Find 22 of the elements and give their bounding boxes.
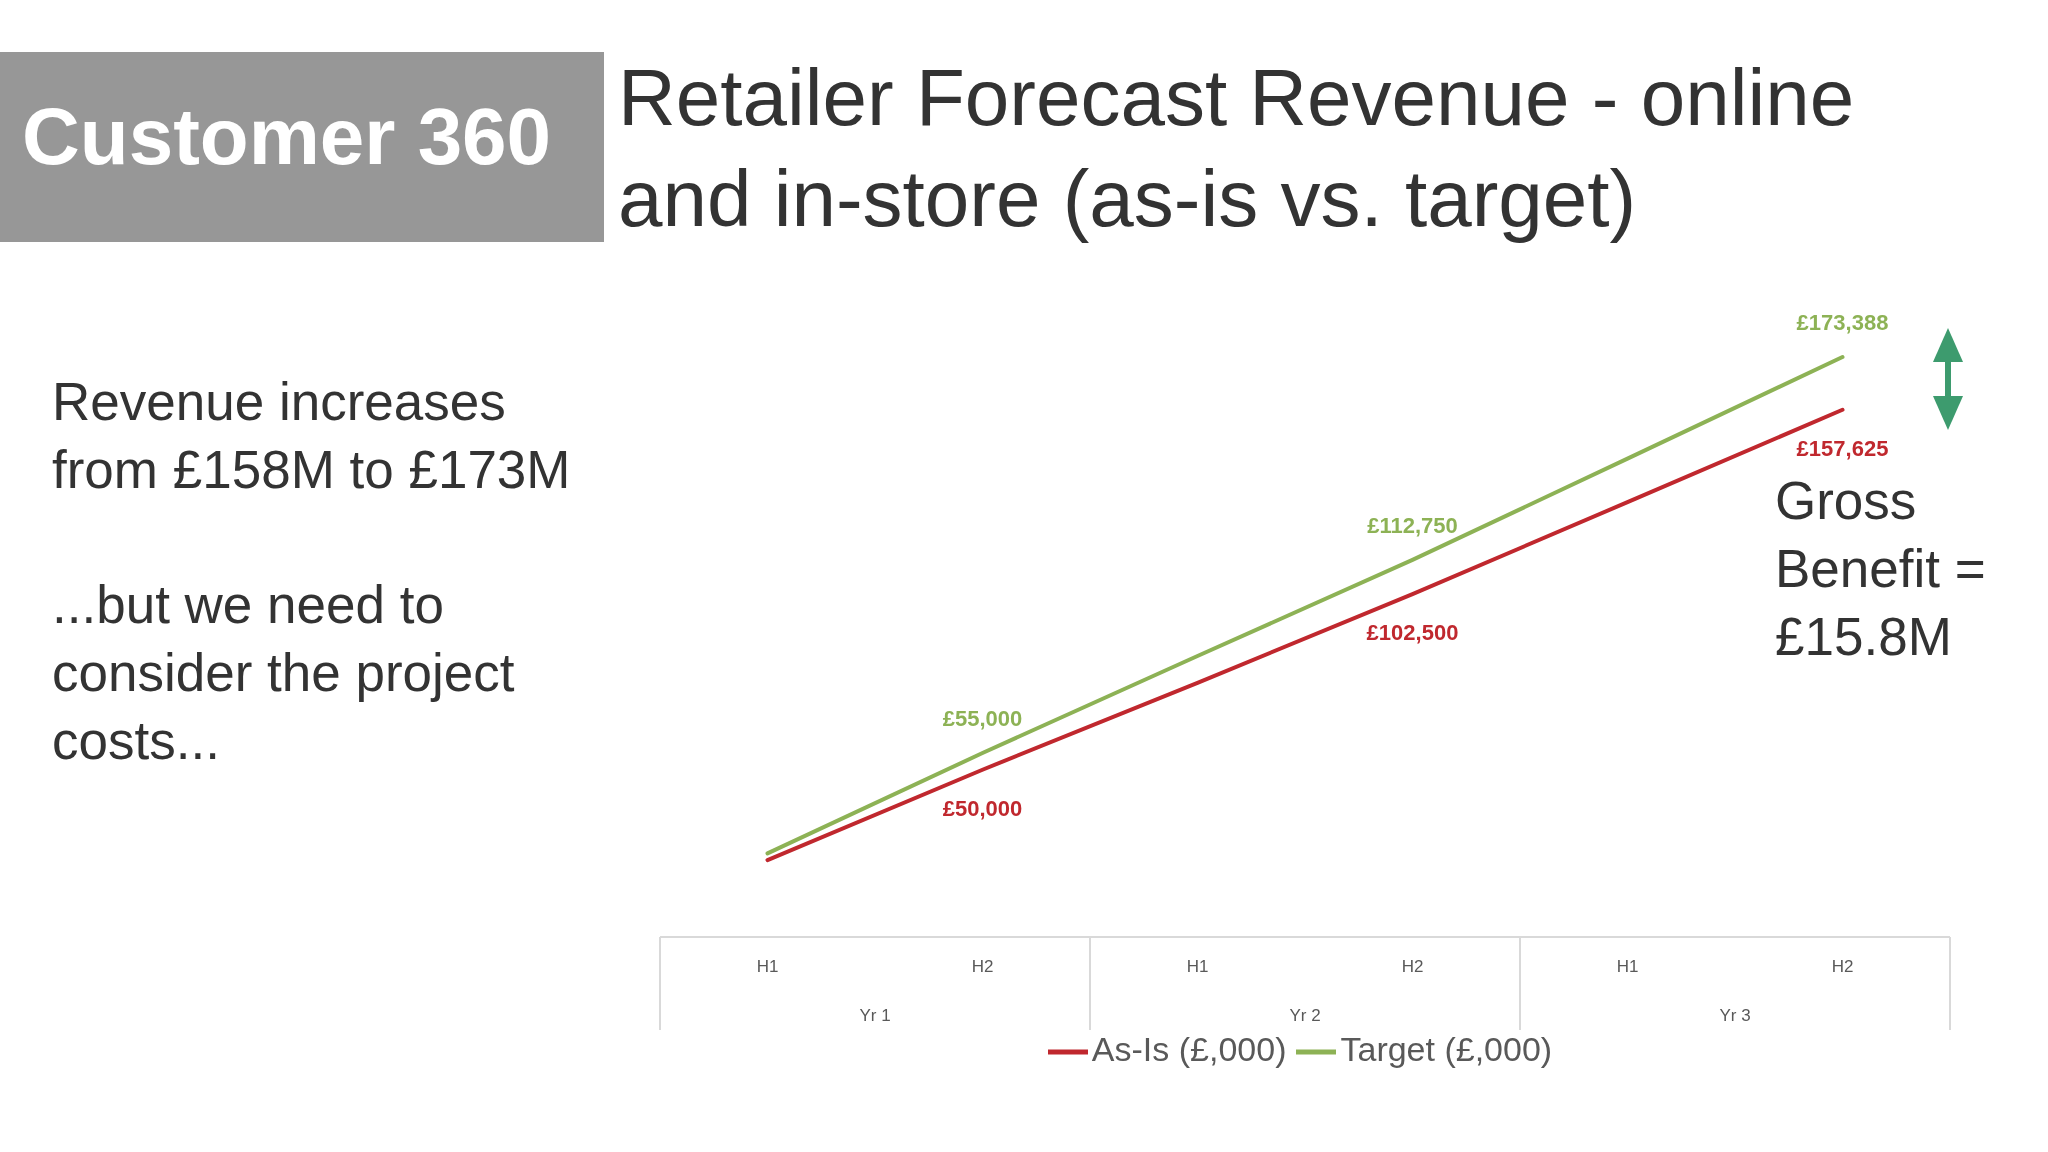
x-tick-label: H2 [1831,957,1854,977]
text: Yr 2 [1289,1006,1321,1026]
legend-label: Target (£,000) [1340,1030,1553,1068]
x-tick-label: H2 [971,957,994,977]
data-label: £157,625 [1796,435,1889,461]
data-label: £112,750 [1367,512,1458,538]
x-tick-label: H1 [1616,957,1639,977]
x-tick-label: H1 [1186,957,1209,977]
x-tick-label: H2 [1401,957,1424,977]
annotation: Gross Benefit = £15.8M [1775,470,1987,668]
legend-label: As-Is (£,000) [1091,1030,1287,1068]
chart-title: Retailer Forecast Revenue - online and in-store (as-is vs. target) [618,52,1856,245]
text: ...but we need to consider the project costs... [52,574,516,772]
data-label: £55,000 [942,705,1023,731]
text: Yr 3 [1719,1006,1751,1026]
data-label: £173,388 [1796,309,1889,335]
data-label: £102,500 [1366,619,1459,645]
text: Yr 1 [859,1006,891,1026]
data-label: £50,000 [942,795,1023,821]
text: Revenue increases from £158M to £173M [52,371,572,501]
x-tick-label: H1 [756,957,779,977]
chart-subtitle: Customer 360 [22,92,552,182]
